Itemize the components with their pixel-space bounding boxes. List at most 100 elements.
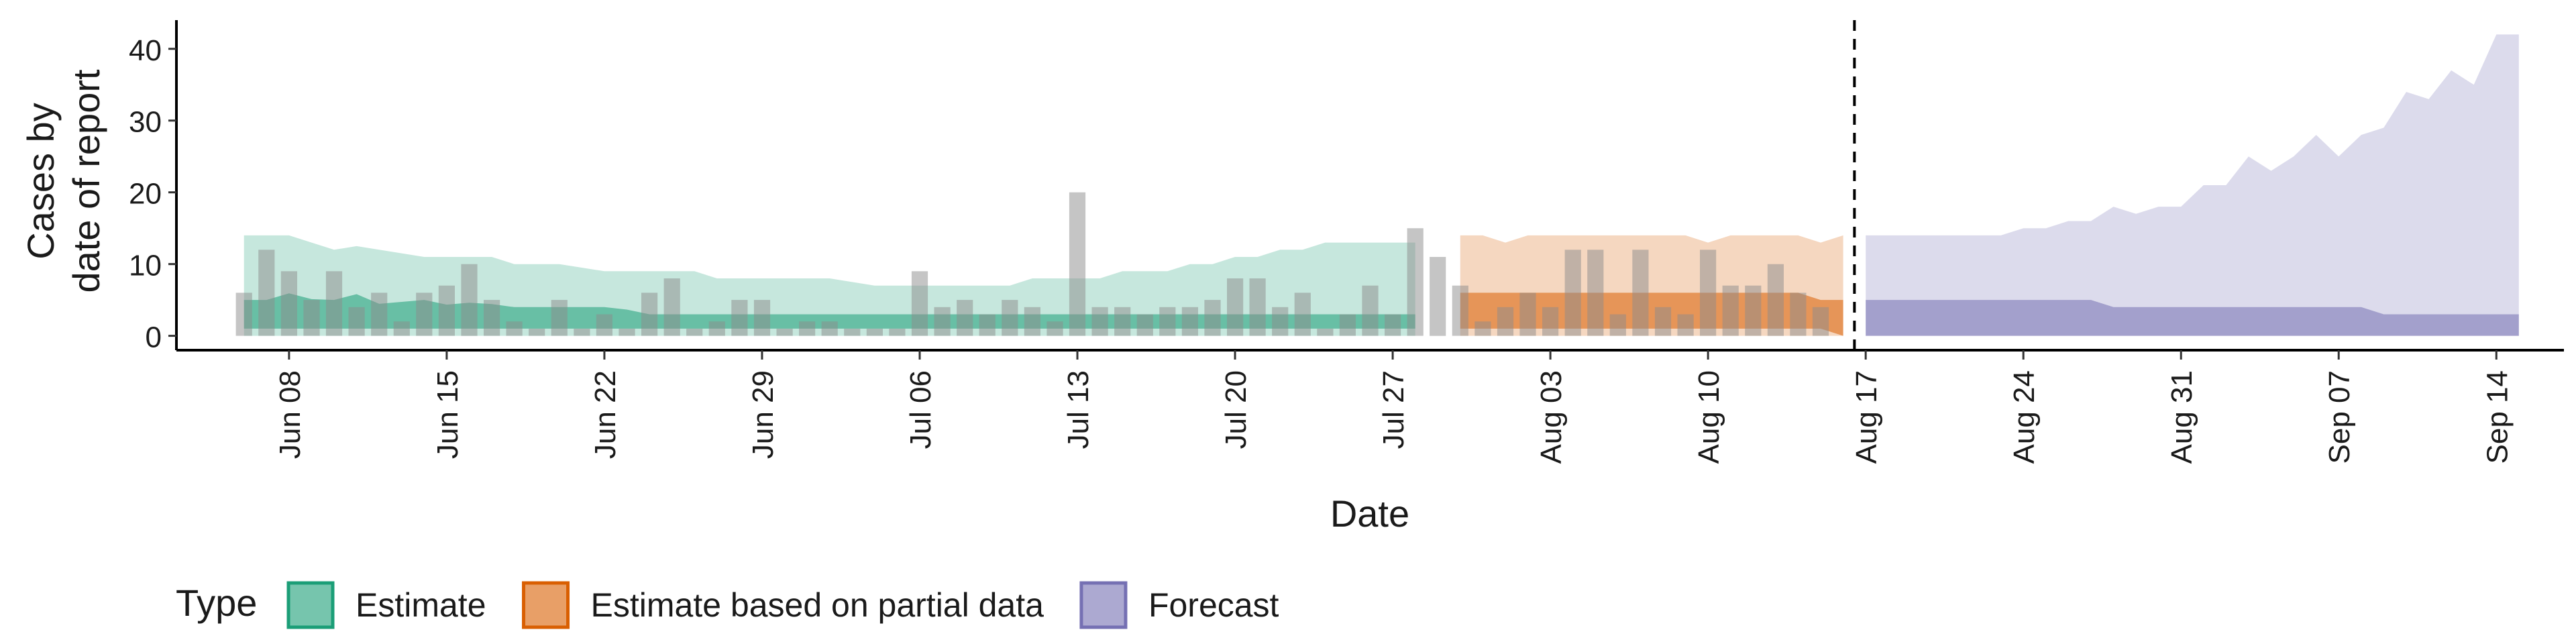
x-tick-label: Aug 31 [2165, 370, 2198, 464]
legend: Type Estimate Estimate based on partial d… [176, 581, 1279, 629]
x-tick-label: Jul 06 [904, 370, 937, 449]
reported-case-bar [1317, 328, 1334, 336]
x-tick-label: Jun 15 [431, 370, 464, 459]
reported-case-bar [663, 278, 680, 336]
reported-case-bar [1046, 321, 1063, 336]
y-axis-title-line-1: Cases by [19, 103, 62, 259]
reported-case-bar [393, 321, 410, 336]
reported-case-bar [596, 314, 612, 336]
reported-case-bar [1700, 250, 1717, 336]
reported-case-bar [258, 250, 275, 336]
reported-case-bar [1767, 264, 1784, 336]
x-tick-label: Jul 27 [1377, 370, 1410, 449]
reported-case-bar [641, 292, 658, 336]
reported-case-bar [1024, 307, 1040, 336]
reported-case-bar [1407, 228, 1424, 336]
reported-case-bar [1745, 285, 1762, 336]
reported-case-bar [1542, 307, 1559, 336]
reported-case-bar [1159, 307, 1176, 336]
forecast-outer-band [1866, 34, 2519, 336]
reported-case-bar [1114, 307, 1131, 336]
legend-label-forecast: Forecast [1148, 586, 1279, 624]
reported-case-bars [235, 192, 1829, 336]
reported-case-bar [1452, 285, 1468, 336]
y-tick-label: 20 [129, 178, 162, 211]
reported-case-bar [529, 328, 545, 336]
axes [175, 20, 2564, 352]
reported-case-bar [1722, 285, 1739, 336]
reported-case-bar [506, 321, 523, 336]
x-tick-label: Jun 08 [274, 370, 307, 459]
reported-case-bar [934, 307, 951, 336]
reported-case-bar [1790, 292, 1807, 336]
reported-case-bar [1227, 278, 1244, 336]
reported-case-bar [1430, 257, 1446, 336]
legend-key-forecast [1079, 581, 1128, 629]
reported-case-bar [484, 300, 500, 336]
reported-case-bar [1294, 292, 1311, 336]
reported-case-bar [1609, 314, 1626, 336]
x-axis-title: Date [1330, 492, 1409, 535]
x-tick-label: Aug 24 [2008, 370, 2041, 464]
reported-case-bar [1385, 314, 1401, 336]
legend-label-estimate: Estimate [356, 586, 486, 624]
reported-case-bar [574, 328, 590, 336]
x-tick-label: Aug 03 [1535, 370, 1568, 464]
reported-case-bar [1497, 307, 1514, 336]
reported-case-bar [1204, 300, 1221, 336]
y-tick-label: 10 [129, 250, 162, 282]
estimate-bands [244, 34, 2519, 336]
reported-case-bar [979, 314, 996, 336]
reported-case-bar [461, 264, 478, 336]
reported-case-bar [1587, 250, 1604, 336]
reported-case-bar [1564, 250, 1581, 336]
reported-case-bar [303, 300, 320, 336]
reported-case-bar [551, 300, 568, 336]
reported-case-bar [889, 328, 906, 336]
reported-case-bar [1181, 307, 1198, 336]
x-tick-label: Jun 29 [747, 370, 780, 459]
reported-case-bar [957, 300, 973, 336]
reported-case-bar [1002, 300, 1018, 336]
reported-case-bar [1339, 314, 1356, 336]
y-tick-label: 0 [146, 321, 162, 354]
reported-case-bar [1069, 192, 1086, 336]
reported-case-bar [844, 328, 861, 336]
reported-case-bar [280, 271, 297, 336]
reported-case-bar [619, 328, 635, 336]
x-tick-label: Jul 20 [1220, 370, 1252, 449]
reported-case-bar [416, 292, 433, 336]
reported-case-bar [776, 328, 793, 336]
reported-case-bar [325, 271, 343, 336]
reported-case-bar [686, 328, 703, 336]
reported-case-bar [1091, 307, 1108, 336]
reported-case-bar [1136, 314, 1153, 336]
reported-case-bar [1272, 307, 1289, 336]
forecast-inner-band [1866, 300, 2519, 336]
y-tick-label: 40 [129, 34, 162, 67]
legend-label-estimate-based-on-partial-data: Estimate based on partial data [591, 586, 1044, 624]
legend-key-estimate-based-on-partial-data [522, 581, 570, 629]
x-tick-label: Jul 13 [1062, 370, 1095, 449]
reported-case-bar [1677, 314, 1694, 336]
legend-title: Type [176, 582, 257, 624]
reported-case-bar [821, 321, 838, 336]
reported-case-bar [1519, 292, 1536, 336]
x-ticks: Jun 08 Jun 15 Jun 22 Jun 29 Jul 06 Jul 13 Jul … [274, 350, 2514, 464]
reported-case-bar [371, 292, 388, 336]
reported-case-bar [799, 321, 816, 336]
x-tick-label: Aug 10 [1693, 370, 1725, 464]
x-tick-label: Aug 17 [1850, 370, 1883, 464]
reported-case-bar [866, 328, 883, 336]
y-ticks: 0 10 20 30 40 [129, 34, 176, 354]
y-tick-label: 30 [129, 106, 162, 139]
reported-case-bar [1812, 307, 1829, 336]
reported-case-bar [1474, 321, 1491, 336]
x-tick-label: Sep 14 [2481, 370, 2514, 464]
x-tick-label: Jun 22 [589, 370, 622, 459]
reported-case-bar [348, 307, 365, 336]
reported-case-bar [708, 321, 725, 336]
reported-case-bar [235, 292, 252, 336]
reported-case-bar [1632, 250, 1649, 336]
